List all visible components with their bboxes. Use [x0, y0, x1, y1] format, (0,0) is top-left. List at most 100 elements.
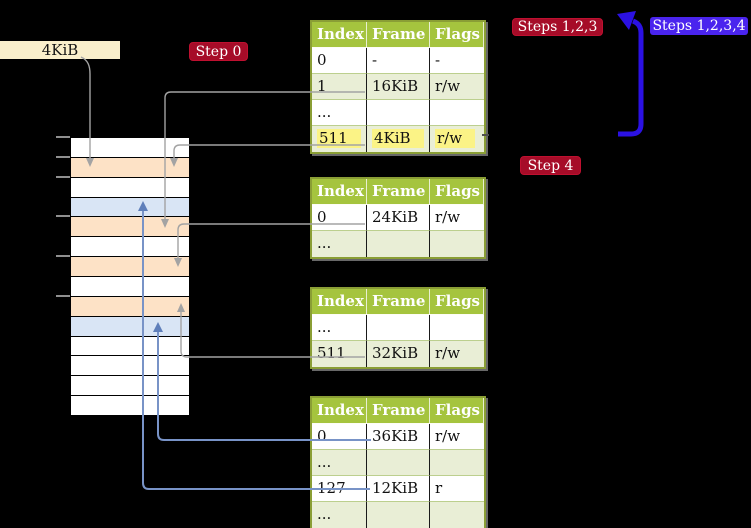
table-row: ... [312, 502, 484, 528]
column-header: Flags [430, 398, 484, 424]
table-cell: r/w [430, 126, 484, 152]
column-header: Flags [430, 179, 484, 205]
table-cell: 0 [312, 424, 367, 450]
page-table-level-1: Index Frame Flags 0- -1 16KiB r/w... 511 4KiB r/w [310, 20, 486, 154]
table-cell [367, 502, 430, 528]
frame-size-label: 4KiB [0, 41, 120, 59]
table-cell: 24KiB [367, 205, 430, 231]
memory-frame-row [71, 157, 189, 178]
table-row: 127 12KiB r [312, 476, 484, 502]
physical-memory-column [70, 137, 190, 416]
table-row: 0 36KiB r/w [312, 424, 484, 450]
table-cell [367, 315, 430, 341]
step0-badge-text: Step 0 [195, 43, 242, 60]
column-header: Flags [430, 22, 484, 48]
column-header: Index [312, 398, 367, 424]
table-row: 511 32KiB r/w [312, 341, 484, 367]
table-header-row: Index Frame Flags [312, 22, 484, 48]
table-cell [367, 100, 430, 126]
column-header: Frame [367, 22, 430, 48]
step4-badge: Step 4 [520, 156, 581, 175]
table-row: 511 4KiB r/w [312, 126, 484, 152]
page-table-level-3: Index Frame Flags... 511 32KiB r/w [310, 287, 486, 369]
table-cell [367, 450, 430, 476]
table-cell: 511 [312, 126, 367, 152]
table-cell [430, 231, 484, 257]
address-tick [56, 255, 70, 257]
table-cell: ... [312, 502, 367, 528]
table-cell: 12KiB [367, 476, 430, 502]
table-cell: 0 [312, 48, 367, 74]
table-cell: r [430, 476, 484, 502]
table-header-row: Index Frame Flags [312, 398, 484, 424]
table-cell: 36KiB [367, 424, 430, 450]
memory-frame-row [71, 336, 189, 357]
address-tick [56, 215, 70, 217]
table-cell: - [430, 48, 484, 74]
table-header-row: Index Frame Flags [312, 289, 484, 315]
table-cell: ... [312, 100, 367, 126]
column-header: Frame [367, 179, 430, 205]
page-table-level-4: Index Frame Flags 0 36KiB r/w... 127 12KiB r... [310, 396, 486, 528]
highlighted-value: 511 [317, 129, 361, 148]
steps1234-badge: Steps 1,2,3,4 [650, 17, 748, 35]
big-loop-arrow [618, 18, 644, 137]
table-cell: 1 [312, 74, 367, 100]
table-cell: 0 [312, 205, 367, 231]
table-cell: ... [312, 231, 367, 257]
memory-frame-row [71, 138, 189, 158]
table-cell: r/w [430, 205, 484, 231]
address-tick [56, 136, 70, 138]
table-cell: r/w [430, 424, 484, 450]
table-header-row: Index Frame Flags [312, 179, 484, 205]
table-row: 0-- [312, 48, 484, 74]
frame-size-label-text: 4KiB [41, 41, 79, 59]
memory-frame-row [71, 277, 189, 297]
steps1234-badge-text: Steps 1,2,3,4 [652, 18, 746, 34]
memory-frame-row [71, 217, 189, 238]
column-header: Index [312, 22, 367, 48]
highlighted-value: r/w [435, 129, 476, 148]
memory-frame-row [71, 296, 189, 317]
table-cell: 511 [312, 341, 367, 367]
table-cell [430, 315, 484, 341]
table-cell [430, 502, 484, 528]
table-row: 1 16KiB r/w [312, 74, 484, 100]
table-row: ... [312, 100, 484, 126]
table-cell: 16KiB [367, 74, 430, 100]
column-header: Frame [367, 398, 430, 424]
steps123-badge: Steps 1,2,3 [512, 18, 603, 36]
column-header: Frame [367, 289, 430, 315]
memory-frame-row [71, 237, 189, 258]
steps123-badge-text: Steps 1,2,3 [517, 19, 598, 35]
table-cell [430, 100, 484, 126]
table-cell: 127 [312, 476, 367, 502]
step4-badge-text: Step 4 [527, 157, 574, 174]
memory-frame-row [71, 197, 189, 218]
address-tick [56, 176, 70, 178]
address-tick [56, 295, 70, 297]
table-cell: ... [312, 315, 367, 341]
table-cell: ... [312, 450, 367, 476]
table-cell [367, 231, 430, 257]
table-row: ... [312, 450, 484, 476]
table-cell: r/w [435, 344, 461, 362]
memory-frame-row [71, 257, 189, 278]
table-row: ... [312, 315, 484, 341]
table-row: ... [312, 231, 484, 257]
table-cell: r/w [430, 74, 484, 100]
table-cell [430, 450, 484, 476]
memory-frame-row [71, 356, 189, 377]
memory-frame-row [71, 177, 189, 198]
memory-frame-row [71, 316, 189, 337]
page-table-level-2: Index Frame Flags 0 24KiB r/w... [310, 177, 486, 259]
table-row: 0 24KiB r/w [312, 205, 484, 231]
highlighted-value: 4KiB [372, 129, 424, 148]
memory-frame-row [71, 376, 189, 397]
column-header: Index [312, 289, 367, 315]
address-tick [56, 156, 70, 158]
dash-mark [482, 134, 489, 136]
arrowhead-upleft-icon [617, 11, 636, 30]
column-header: Index [312, 179, 367, 205]
